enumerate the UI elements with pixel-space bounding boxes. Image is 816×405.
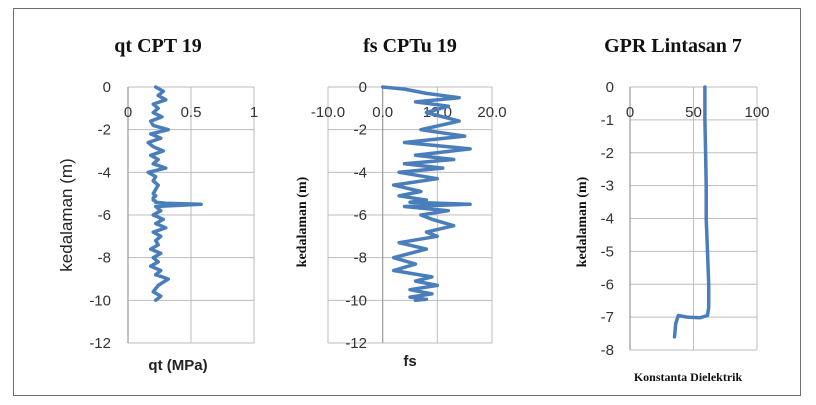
y-tick-label: -6 [98,207,111,224]
y-tick-label: -12 [345,335,367,352]
y-tick-label: -6 [601,276,614,293]
y-tick-label: -8 [98,250,111,267]
x-axis-label: fs [403,353,416,370]
chart-title-3: GPR Lintasan 7 [604,35,742,57]
y-tick-label: -4 [354,164,367,181]
y-tick-label: -2 [354,122,367,139]
y-tick-label: -8 [601,342,614,359]
y-tick-label: 0 [359,79,367,96]
y-tick-label: -2 [98,122,111,139]
y-axis-label: kedalaman (m) [295,176,310,267]
y-tick-label: -4 [601,211,614,228]
y-tick-label: -12 [89,335,111,352]
y-tick-label: -7 [601,309,614,326]
x-tick-label: 0.0 [372,104,393,121]
chart-frame [13,8,801,396]
x-tick-label: 100 [744,104,769,121]
x-tick-label: 0.5 [181,104,202,121]
y-axis-label: kedalaman (m) [575,176,590,267]
y-tick-label: -10 [345,292,367,309]
x-tick-label: 0 [124,104,132,121]
chart-title-2: fs CPTu 19 [363,35,457,57]
y-tick-label: -8 [354,250,367,267]
y-tick-label: 0 [606,79,614,96]
x-tick-label: -10.0 [311,104,345,121]
x-tick-label: 50 [685,104,702,121]
x-axis-label: Konstanta Dielektrik [634,370,743,384]
series-line-1 [146,85,203,303]
y-tick-label: 0 [103,79,111,96]
x-axis-label: qt (MPa) [148,357,207,374]
x-tick-label: 0 [626,104,634,121]
y-tick-label: -1 [601,112,614,129]
x-tick-label: 20.0 [477,104,506,121]
series-line-2 [380,85,472,303]
y-axis-label: kedalaman (m) [57,158,76,271]
x-tick-label: 1 [250,104,258,121]
y-tick-label: -10 [89,292,111,309]
series-line-3 [672,85,711,339]
y-tick-label: -4 [98,164,111,181]
y-tick-label: -5 [601,243,614,260]
y-tick-label: -6 [354,207,367,224]
chart-title-1: qt CPT 19 [114,35,201,57]
y-tick-label: -3 [601,178,614,195]
y-tick-label: -2 [601,145,614,162]
